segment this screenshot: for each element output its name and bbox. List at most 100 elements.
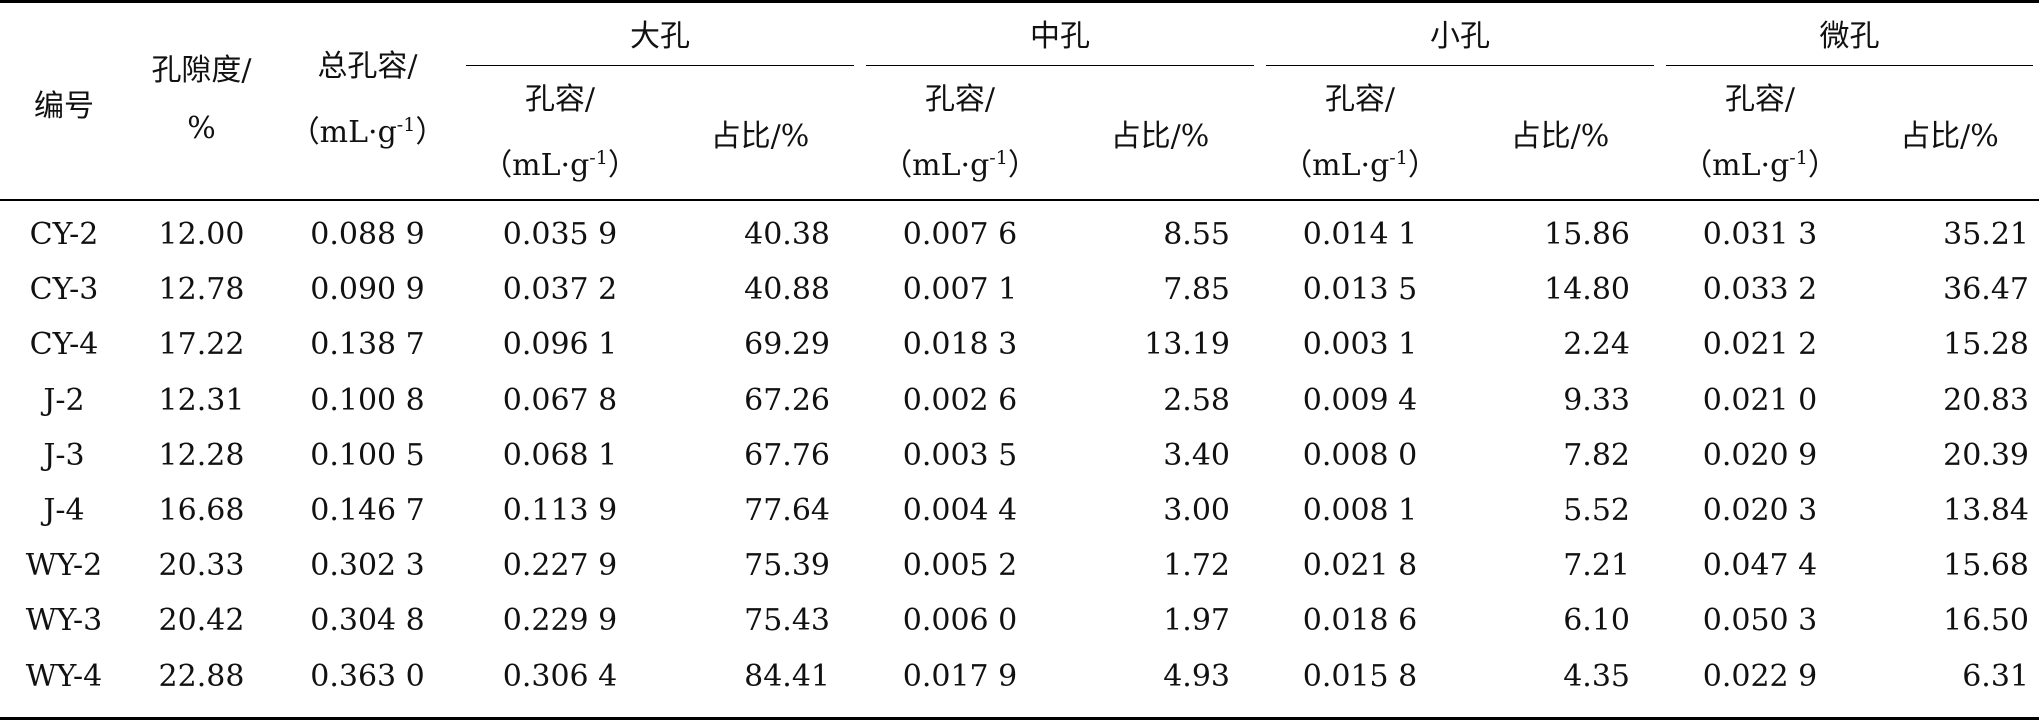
cell-macro-ratio: 67.26 <box>744 382 830 418</box>
table-row: WY-2 20.33 0.302 3 0.227 9 75.39 0.005 2 1.72 0… <box>0 538 2039 593</box>
group-header-meso: 中孔 <box>860 0 1260 66</box>
cell-small-ratio: 7.21 <box>1563 548 1630 584</box>
table-row: CY-3 12.78 0.090 9 0.037 2 40.88 0.007 1 7.85 0… <box>0 262 2039 317</box>
table-row: CY-4 17.22 0.138 7 0.096 1 69.29 0.018 3 13.19… <box>0 317 2039 372</box>
cell-macro-volume: 0.113 9 <box>502 493 618 529</box>
cell-total-volume: 0.100 8 <box>310 382 425 418</box>
cell-meso-ratio: 1.72 <box>1163 548 1230 584</box>
cell-micro-ratio: 13.84 <box>1943 493 2029 529</box>
cell-small-volume: 0.008 1 <box>1302 493 1418 529</box>
group-header-micro: 微孔 <box>1660 0 2039 66</box>
cell-macro-ratio: 40.88 <box>744 272 830 308</box>
cell-porosity: 20.42 <box>158 603 245 639</box>
sub-header-volume: 孔容/（mL·g-1） <box>482 81 638 183</box>
cell-meso-ratio: 1.97 <box>1163 603 1230 639</box>
cell-micro-volume: 0.047 4 <box>1702 548 1818 584</box>
cell-porosity: 12.31 <box>158 382 245 418</box>
total-volume-label: 总孔容/ <box>317 48 418 84</box>
header-row-2: 孔容/（mL·g-1） 占比/% 孔容/（mL·g-1） 占比/% 孔容/（mL… <box>0 66 2039 199</box>
cell-meso-volume: 0.002 6 <box>902 382 1018 418</box>
top-rule <box>0 0 2039 3</box>
cell-small-ratio: 4.35 <box>1563 658 1630 694</box>
group-header-macro: 大孔 <box>460 0 860 66</box>
cell-macro-volume: 0.035 9 <box>502 217 618 253</box>
cell-small-volume: 0.013 5 <box>1302 272 1418 308</box>
sub-header-ratio: 占比/% <box>1900 118 1999 154</box>
col-header-porosity: 孔隙度/ % <box>128 0 275 199</box>
cell-small-ratio: 14.80 <box>1544 272 1630 308</box>
cell-meso-ratio: 3.40 <box>1163 437 1230 473</box>
cell-macro-volume: 0.037 2 <box>502 272 618 308</box>
cell-id: WY-4 <box>25 658 103 694</box>
cell-small-volume: 0.009 4 <box>1302 382 1418 418</box>
cell-porosity: 12.78 <box>158 272 245 308</box>
cell-macro-ratio: 75.43 <box>744 603 830 639</box>
cell-total-volume: 0.363 0 <box>310 658 425 694</box>
cell-micro-volume: 0.021 2 <box>1702 327 1818 363</box>
cell-small-ratio: 7.82 <box>1563 437 1630 473</box>
cell-porosity: 17.22 <box>158 327 245 363</box>
cell-macro-ratio: 40.38 <box>744 217 830 253</box>
cell-micro-volume: 0.050 3 <box>1702 603 1818 639</box>
cell-porosity: 16.68 <box>158 493 245 529</box>
cell-macro-ratio: 75.39 <box>744 548 830 584</box>
cell-meso-ratio: 7.85 <box>1163 272 1230 308</box>
cell-porosity: 12.28 <box>158 437 245 473</box>
cell-macro-volume: 0.096 1 <box>502 327 618 363</box>
cell-meso-ratio: 2.58 <box>1163 382 1230 418</box>
cell-micro-volume: 0.033 2 <box>1702 272 1818 308</box>
cell-total-volume: 0.304 8 <box>310 603 425 639</box>
table-row: WY-4 22.88 0.363 0 0.306 4 84.41 0.017 9 4.93 0… <box>0 649 2039 704</box>
cell-micro-volume: 0.021 0 <box>1702 382 1818 418</box>
cell-micro-ratio: 15.28 <box>1943 327 2029 363</box>
cell-id: WY-3 <box>25 603 103 639</box>
cell-total-volume: 0.088 9 <box>310 217 425 253</box>
porosity-label: 孔隙度/ <box>151 52 252 88</box>
cell-macro-volume: 0.229 9 <box>502 603 618 639</box>
col-header-id-text: 编号 <box>34 88 94 124</box>
cell-macro-volume: 0.068 1 <box>502 437 618 473</box>
cell-small-ratio: 6.10 <box>1563 603 1630 639</box>
table-row: J-3 12.28 0.100 5 0.068 1 67.76 0.003 5 3.40 0.… <box>0 428 2039 483</box>
cell-micro-ratio: 6.31 <box>1962 658 2029 694</box>
cell-small-volume: 0.021 8 <box>1302 548 1418 584</box>
cell-meso-ratio: 13.19 <box>1144 327 1230 363</box>
cell-micro-ratio: 35.21 <box>1943 217 2029 253</box>
cell-small-volume: 0.014 1 <box>1302 217 1418 253</box>
cell-small-ratio: 9.33 <box>1563 382 1630 418</box>
bottom-rule <box>0 717 2039 720</box>
table-row: J-2 12.31 0.100 8 0.067 8 67.26 0.002 6 2.58 0.… <box>0 373 2039 428</box>
cell-macro-ratio: 84.41 <box>744 658 830 694</box>
cell-macro-volume: 0.067 8 <box>502 382 618 418</box>
cell-total-volume: 0.302 3 <box>310 548 425 584</box>
sub-header-ratio: 占比/% <box>1510 118 1610 154</box>
cell-meso-volume: 0.005 2 <box>902 548 1018 584</box>
cell-macro-ratio: 77.64 <box>744 493 830 529</box>
cell-meso-volume: 0.017 9 <box>902 658 1018 694</box>
total-volume-unit: （mL·g-1） <box>289 113 446 150</box>
table-body: CY-2 12.00 0.088 9 0.035 9 40.38 0.007 6 8.55 0… <box>0 199 2039 704</box>
porosity-unit: % <box>187 110 216 146</box>
cell-total-volume: 0.100 5 <box>310 437 425 473</box>
cell-total-volume: 0.146 7 <box>310 493 425 529</box>
group-header-small: 小孔 <box>1260 0 1660 66</box>
cell-micro-ratio: 36.47 <box>1943 272 2029 308</box>
cell-id: CY-3 <box>29 272 99 308</box>
cell-meso-volume: 0.003 5 <box>902 437 1018 473</box>
cell-id: CY-2 <box>29 217 99 253</box>
cell-micro-ratio: 16.50 <box>1943 603 2029 639</box>
cell-micro-volume: 0.020 9 <box>1702 437 1818 473</box>
header-row-1: 编号 孔隙度/ % 总孔容/ （mL·g-1） 大孔 中孔 小孔 微孔 <box>0 0 2039 150</box>
cell-micro-volume: 0.031 3 <box>1702 217 1818 253</box>
cell-small-volume: 0.018 6 <box>1302 603 1418 639</box>
sub-header-volume: 孔容/（mL·g-1） <box>1282 81 1438 183</box>
cell-meso-volume: 0.018 3 <box>902 327 1018 363</box>
header-rule <box>0 199 2039 201</box>
cell-meso-ratio: 3.00 <box>1163 493 1230 529</box>
sub-header-volume: 孔容/（mL·g-1） <box>882 81 1038 183</box>
cell-micro-ratio: 15.68 <box>1943 548 2029 584</box>
cell-id: WY-2 <box>25 548 103 584</box>
cell-micro-ratio: 20.39 <box>1943 437 2029 473</box>
cell-small-volume: 0.008 0 <box>1302 437 1418 473</box>
cell-meso-ratio: 8.55 <box>1163 217 1230 253</box>
